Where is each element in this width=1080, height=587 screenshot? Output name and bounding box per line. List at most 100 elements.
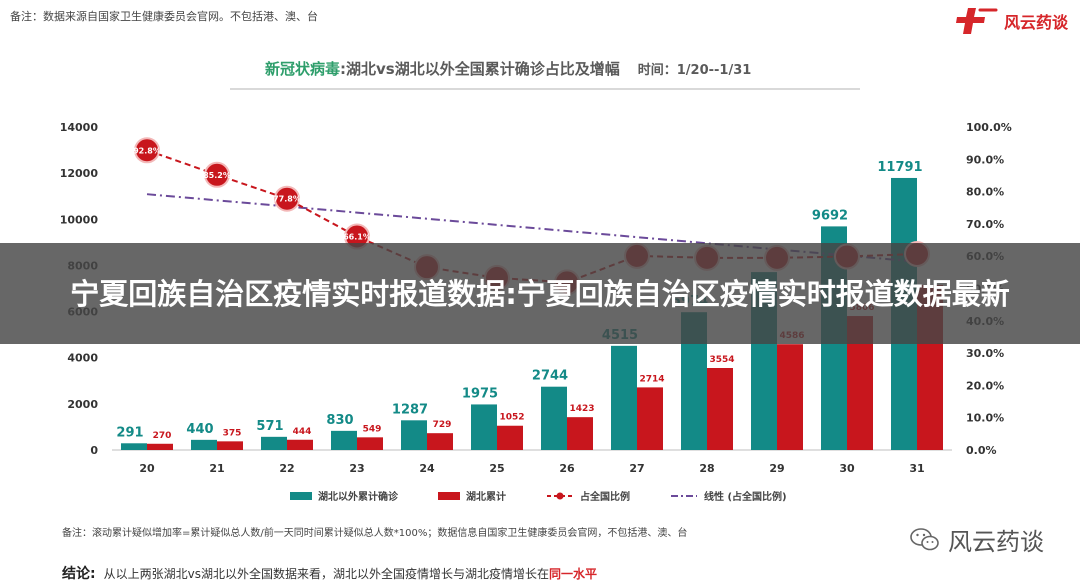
legend-label-ratio: 占全国比例 [580,492,630,503]
bar-outside-hubei [121,443,147,450]
title-underline [230,88,860,90]
legend-swatch-teal [290,491,312,500]
x-tick-label: 23 [349,462,364,475]
x-tick-label: 26 [559,462,575,475]
bar-hubei [777,344,803,450]
title-part2: :湖北vs湖北以外全国累计确诊占比及增幅 [340,60,620,78]
bar-outside-hubei [401,420,427,450]
top-note: 备注：数据来源自国家卫生健康委员会官网。不包括港、澳、台 [10,10,318,23]
bar-label-outside-hubei: 1287 [392,402,428,417]
bar-outside-hubei [541,386,567,450]
brand-logo: 风云药谈 [954,6,1068,36]
bar-label-hubei: 270 [153,431,172,441]
ratio-point [134,137,160,164]
y-tick-label: 4000 [67,352,98,365]
chart-title: 新冠状病毒:湖北vs湖北以外全国累计确诊占比及增幅 时间：1/20--1/31 [265,58,751,79]
y2-tick-label: 70.0% [966,218,1004,231]
title-part1: 新冠状病毒 [265,60,341,78]
bar-outside-hubei [331,430,357,450]
x-tick-label: 31 [909,462,924,475]
bar-label-outside-hubei: 571 [256,419,283,434]
bottom-note: 备注：滚动累计疑似增加率=累计疑似总人数/前一天同时间累计疑似总人数*100%；… [62,528,688,539]
conclusion-label: 结论: [62,566,96,582]
legend-swatch-trend-line [671,494,697,497]
bar-hubei [567,417,593,450]
y2-tick-label: 10.0% [966,412,1004,425]
bar-label-outside-hubei: 830 [326,413,353,428]
y2-tick-label: 90.0% [966,153,1004,166]
legend-item-outside-hubei: 湖北以外累计确诊 [290,488,398,503]
y2-tick-label: 20.0% [966,379,1004,392]
bar-label-hubei: 375 [223,428,242,438]
x-tick-label: 27 [629,462,644,475]
bar-label-hubei: 549 [363,424,382,434]
legend-item-ratio: 占全国比例 [546,488,630,503]
bar-label-outside-hubei: 11791 [877,160,922,175]
chart-legend: 湖北以外累计确诊 湖北累计 占全国比例 线性 (占全国比例) [290,488,787,503]
bar-label-hubei: 2714 [639,374,664,384]
y2-tick-label: 100.0% [966,121,1012,134]
bar-label-hubei: 729 [433,420,452,430]
x-tick-label: 25 [489,462,504,475]
bar-hubei [287,439,313,450]
bar-hubei [707,368,733,450]
bar-outside-hubei [191,439,217,450]
overlay-banner: 宁夏回族自治区疫情实时报道数据:宁夏回族自治区疫情实时报道数据最新 [0,243,1080,344]
y2-tick-label: 80.0% [966,186,1004,199]
legend-label-hubei: 湖北累计 [466,492,506,503]
legend-swatch-ratio-line [547,492,573,499]
x-tick-label: 20 [139,462,155,475]
y2-tick-label: 0.0% [966,444,997,457]
trend-line [146,193,918,263]
bar-hubei [497,425,523,450]
bar-label-hubei: 1052 [499,413,524,423]
conclusion: 结论: 从以上两张湖北vs湖北以外全国数据来看，湖北以外全国疫情增长与湖北疫情增长… [62,563,597,583]
legend-label-trend: 线性 (占全国比例) [704,492,787,503]
y-tick-label: 14000 [60,121,99,134]
watermark: 风云药谈 [910,522,1044,557]
legend-item-hubei: 湖北累计 [438,488,506,503]
legend-swatch-red [438,491,460,500]
bar-hubei [357,437,383,450]
bar-label-outside-hubei: 440 [186,422,213,437]
x-tick-label: 29 [769,462,784,475]
legend-item-trend: 线性 (占全国比例) [670,488,787,503]
conclusion-text: 从以上两张湖北vs湖北以外全国数据来看，湖北以外全国疫情增长与湖北疫情增长在 [103,567,549,581]
ratio-point-label: 85.2% [203,171,231,180]
y-tick-label: 10000 [60,213,99,226]
conclusion-highlight: 同一水平 [548,567,597,581]
bar-label-hubei: 1423 [569,404,594,414]
bar-label-hubei: 3554 [709,355,734,365]
bar-outside-hubei [471,404,497,450]
x-tick-label: 24 [419,462,435,475]
y-tick-label: 0 [90,444,98,457]
logo-text: 风云药谈 [1003,13,1068,32]
x-tick-label: 28 [699,462,714,475]
bar-label-hubei: 444 [293,427,312,437]
ratio-point-label: 92.8% [133,146,161,155]
title-time: 时间：1/20--1/31 [637,63,752,78]
ratio-point-label: 77.8% [273,195,301,204]
bar-label-outside-hubei: 291 [116,425,143,440]
watermark-text: 风云药谈 [948,528,1044,556]
red-cross-logo-icon [955,8,998,34]
x-tick-label: 22 [279,462,294,475]
bar-label-outside-hubei: 2744 [532,369,568,384]
bar-label-outside-hubei: 9692 [812,208,848,223]
bar-outside-hubei [261,436,287,450]
y-tick-label: 12000 [60,167,99,180]
ratio-point [274,185,300,212]
y-tick-label: 2000 [67,398,98,411]
ratio-point [204,161,230,188]
bar-hubei [427,433,453,450]
wechat-icon [910,527,939,550]
y2-tick-label: 30.0% [966,347,1004,360]
x-tick-label: 21 [209,462,224,475]
bar-hubei [147,443,173,450]
bar-outside-hubei [611,345,637,450]
bar-hubei [217,441,243,450]
legend-label-outside-hubei: 湖北以外累计确诊 [318,492,398,503]
ratio-point-label: 66.1% [343,232,371,241]
bar-hubei [637,387,663,450]
banner-text: 宁夏回族自治区疫情实时报道数据:宁夏回族自治区疫情实时报道数据最新 [70,276,1010,311]
